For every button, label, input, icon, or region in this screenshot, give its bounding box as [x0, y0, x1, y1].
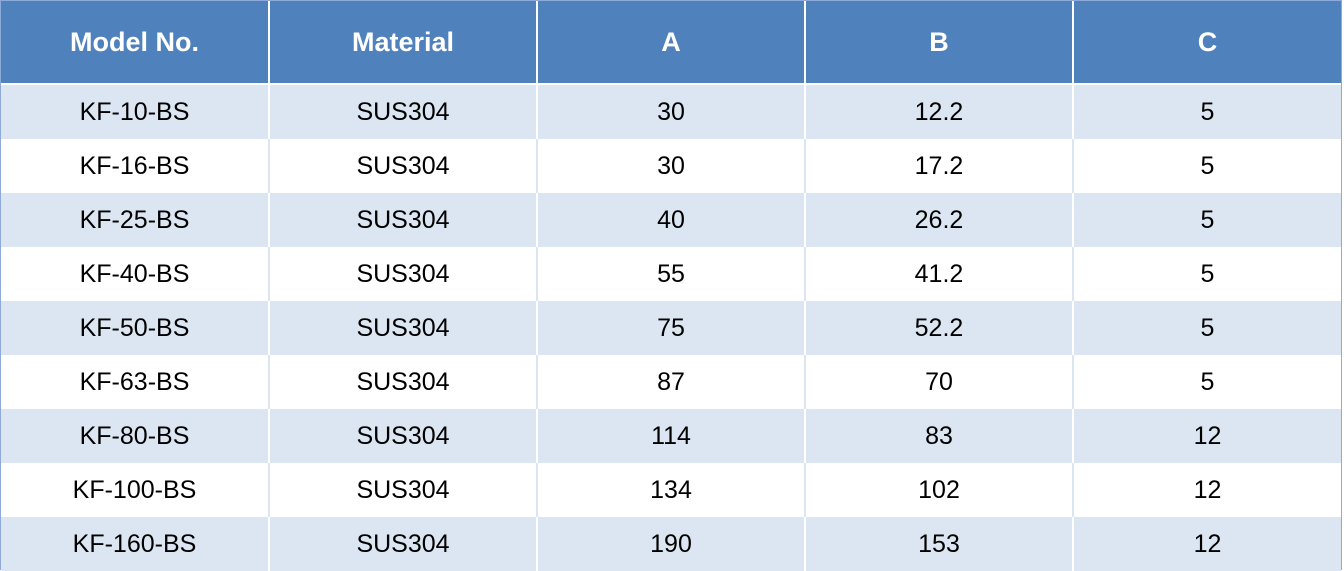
cell-c: 12: [1073, 409, 1341, 463]
cell-a: 75: [537, 301, 806, 355]
cell-model: KF-50-BS: [1, 301, 270, 355]
cell-c: 5: [1073, 301, 1341, 355]
cell-c: 5: [1073, 247, 1341, 301]
table-row: KF-40-BS SUS304 55 41.2 5: [1, 247, 1341, 301]
table-row: KF-16-BS SUS304 30 17.2 5: [1, 139, 1341, 193]
table-row: KF-80-BS SUS304 114 83 12: [1, 409, 1341, 463]
cell-a: 55: [537, 247, 806, 301]
cell-material: SUS304: [269, 463, 538, 517]
cell-material: SUS304: [269, 517, 538, 571]
cell-b: 12.2: [805, 84, 1074, 139]
cell-c: 5: [1073, 139, 1341, 193]
cell-a: 134: [537, 463, 806, 517]
cell-model: KF-63-BS: [1, 355, 270, 409]
cell-material: SUS304: [269, 301, 538, 355]
cell-material: SUS304: [269, 193, 538, 247]
cell-b: 102: [805, 463, 1074, 517]
cell-material: SUS304: [269, 409, 538, 463]
table-row: KF-50-BS SUS304 75 52.2 5: [1, 301, 1341, 355]
column-header-a: A: [537, 1, 806, 85]
cell-a: 40: [537, 193, 806, 247]
cell-material: SUS304: [269, 84, 538, 139]
cell-c: 5: [1073, 193, 1341, 247]
column-header-material: Material: [269, 1, 538, 85]
cell-a: 190: [537, 517, 806, 571]
table-row: KF-63-BS SUS304 87 70 5: [1, 355, 1341, 409]
cell-c: 5: [1073, 84, 1341, 139]
cell-b: 70: [805, 355, 1074, 409]
cell-model: KF-25-BS: [1, 193, 270, 247]
cell-model: KF-16-BS: [1, 139, 270, 193]
cell-model: KF-80-BS: [1, 409, 270, 463]
column-header-b: B: [805, 1, 1074, 85]
cell-material: SUS304: [269, 355, 538, 409]
cell-material: SUS304: [269, 139, 538, 193]
cell-b: 83: [805, 409, 1074, 463]
column-header-model: Model No.: [1, 1, 270, 85]
cell-material: SUS304: [269, 247, 538, 301]
cell-c: 5: [1073, 355, 1341, 409]
cell-a: 30: [537, 84, 806, 139]
cell-a: 114: [537, 409, 806, 463]
cell-b: 153: [805, 517, 1074, 571]
cell-c: 12: [1073, 517, 1341, 571]
cell-model: KF-10-BS: [1, 84, 270, 139]
cell-b: 17.2: [805, 139, 1074, 193]
cell-model: KF-160-BS: [1, 517, 270, 571]
table-row: KF-100-BS SUS304 134 102 12: [1, 463, 1341, 517]
column-header-c: C: [1073, 1, 1341, 85]
cell-b: 26.2: [805, 193, 1074, 247]
table-row: KF-10-BS SUS304 30 12.2 5: [1, 84, 1341, 139]
cell-a: 30: [537, 139, 806, 193]
cell-b: 41.2: [805, 247, 1074, 301]
cell-c: 12: [1073, 463, 1341, 517]
table-row: KF-160-BS SUS304 190 153 12: [1, 517, 1341, 571]
cell-model: KF-40-BS: [1, 247, 270, 301]
table-row: KF-25-BS SUS304 40 26.2 5: [1, 193, 1341, 247]
cell-b: 52.2: [805, 301, 1074, 355]
table-header-row: Model No. Material A B C: [1, 1, 1341, 85]
cell-model: KF-100-BS: [1, 463, 270, 517]
cell-a: 87: [537, 355, 806, 409]
